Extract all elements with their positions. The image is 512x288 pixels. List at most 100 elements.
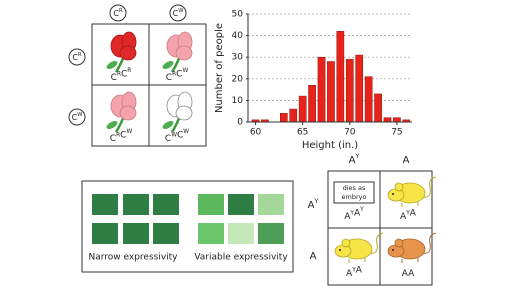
allele-letter: C [110,134,116,144]
square [92,194,118,215]
square [153,223,179,244]
allele-letter: C [176,69,182,79]
genotype: AYAY [344,206,364,221]
allele-sup: Y [354,152,359,160]
allele-letter: C [72,113,78,122]
allele-letter: C [121,69,127,79]
square [228,223,254,244]
allele-sup: W [77,111,82,117]
square [198,223,224,244]
header-circle [68,48,86,66]
square [153,194,179,215]
square [258,223,284,244]
square [198,194,224,215]
bar [345,59,354,123]
allele-sup: W [126,128,132,134]
petal [119,105,137,121]
allele-letter: A [354,208,361,218]
header-circle [68,108,86,126]
allele-sup: Y [313,197,318,205]
head [334,244,352,258]
bar [298,95,307,123]
bar [279,113,288,123]
variable-squares [198,194,284,244]
y-axis-label: Number of people [214,23,225,113]
eye [392,193,394,195]
petal [175,105,193,121]
square [123,223,149,244]
header-circle [109,4,127,22]
x-tick-label: 70 [344,128,356,138]
allele-letter: A [308,200,315,211]
genotype: AY [349,152,360,166]
allele-letter: A [346,269,353,279]
allele-sup: R [172,71,176,77]
note-line: embryo [342,193,367,201]
leaf [106,61,118,69]
feet [401,202,419,207]
variable-label: Variable expressivity [194,253,288,263]
allele-letter: A [400,212,407,222]
y-tick-label: 0 [237,118,243,128]
genotype: CR [113,7,123,17]
bar [364,76,373,123]
bar [317,56,326,123]
genotype: CR [72,51,82,61]
square [228,194,254,215]
allele-letter: A [408,269,415,279]
x-axis-label: Height (in.) [302,140,358,151]
allele-letter: A [410,208,417,218]
genotype: AYA [400,208,417,222]
tail [421,232,437,254]
genotype: CRCW [166,67,189,82]
allele-letter: A [403,155,410,166]
tail [421,176,437,198]
expressivity-border [81,180,294,273]
y-tick-label: 20 [232,74,244,84]
allele-sup: Y [349,210,354,216]
y-tick-label: 40 [232,31,244,41]
ear [394,238,404,248]
x-tick-label: 75 [391,128,402,138]
x-tick-label: 60 [250,128,262,138]
allele-letter: C [166,73,172,83]
allele-letter: C [72,53,78,62]
header-circle [169,4,187,22]
genotype: AYA [346,265,363,279]
allele-letter: C [177,130,183,140]
allele-sup: R [117,71,121,77]
bar [383,117,392,123]
genotype: CRCW [110,128,133,143]
leaf [106,121,118,129]
bar [355,54,364,123]
head [387,188,405,202]
allele-letter: A [344,212,351,222]
y-tick-label: 30 [232,53,244,63]
allele-letter: C [165,134,171,144]
allele-letter: A [310,251,317,262]
allele-letter: C [173,9,179,18]
allele-letter: C [111,73,117,83]
ear [341,238,351,248]
x-tick-label: 65 [297,128,308,138]
allele-sup: Y [359,206,364,212]
y-tick-label: 10 [232,96,244,106]
genotype: CW [173,7,184,17]
note-line: dies as [343,184,366,192]
genotype: CW [72,111,83,121]
narrow-squares [92,194,179,244]
ear [394,182,404,192]
genotype: A [403,155,410,166]
tail [368,232,384,254]
genotype: A [310,251,317,262]
allele-sup: W [171,132,177,138]
leaf [162,61,174,69]
bar [336,31,345,123]
eye [339,249,341,251]
allele-sup: Y [351,267,356,273]
petal [119,45,137,61]
square [92,223,118,244]
eye [392,249,394,251]
allele-letter: A [349,155,356,166]
